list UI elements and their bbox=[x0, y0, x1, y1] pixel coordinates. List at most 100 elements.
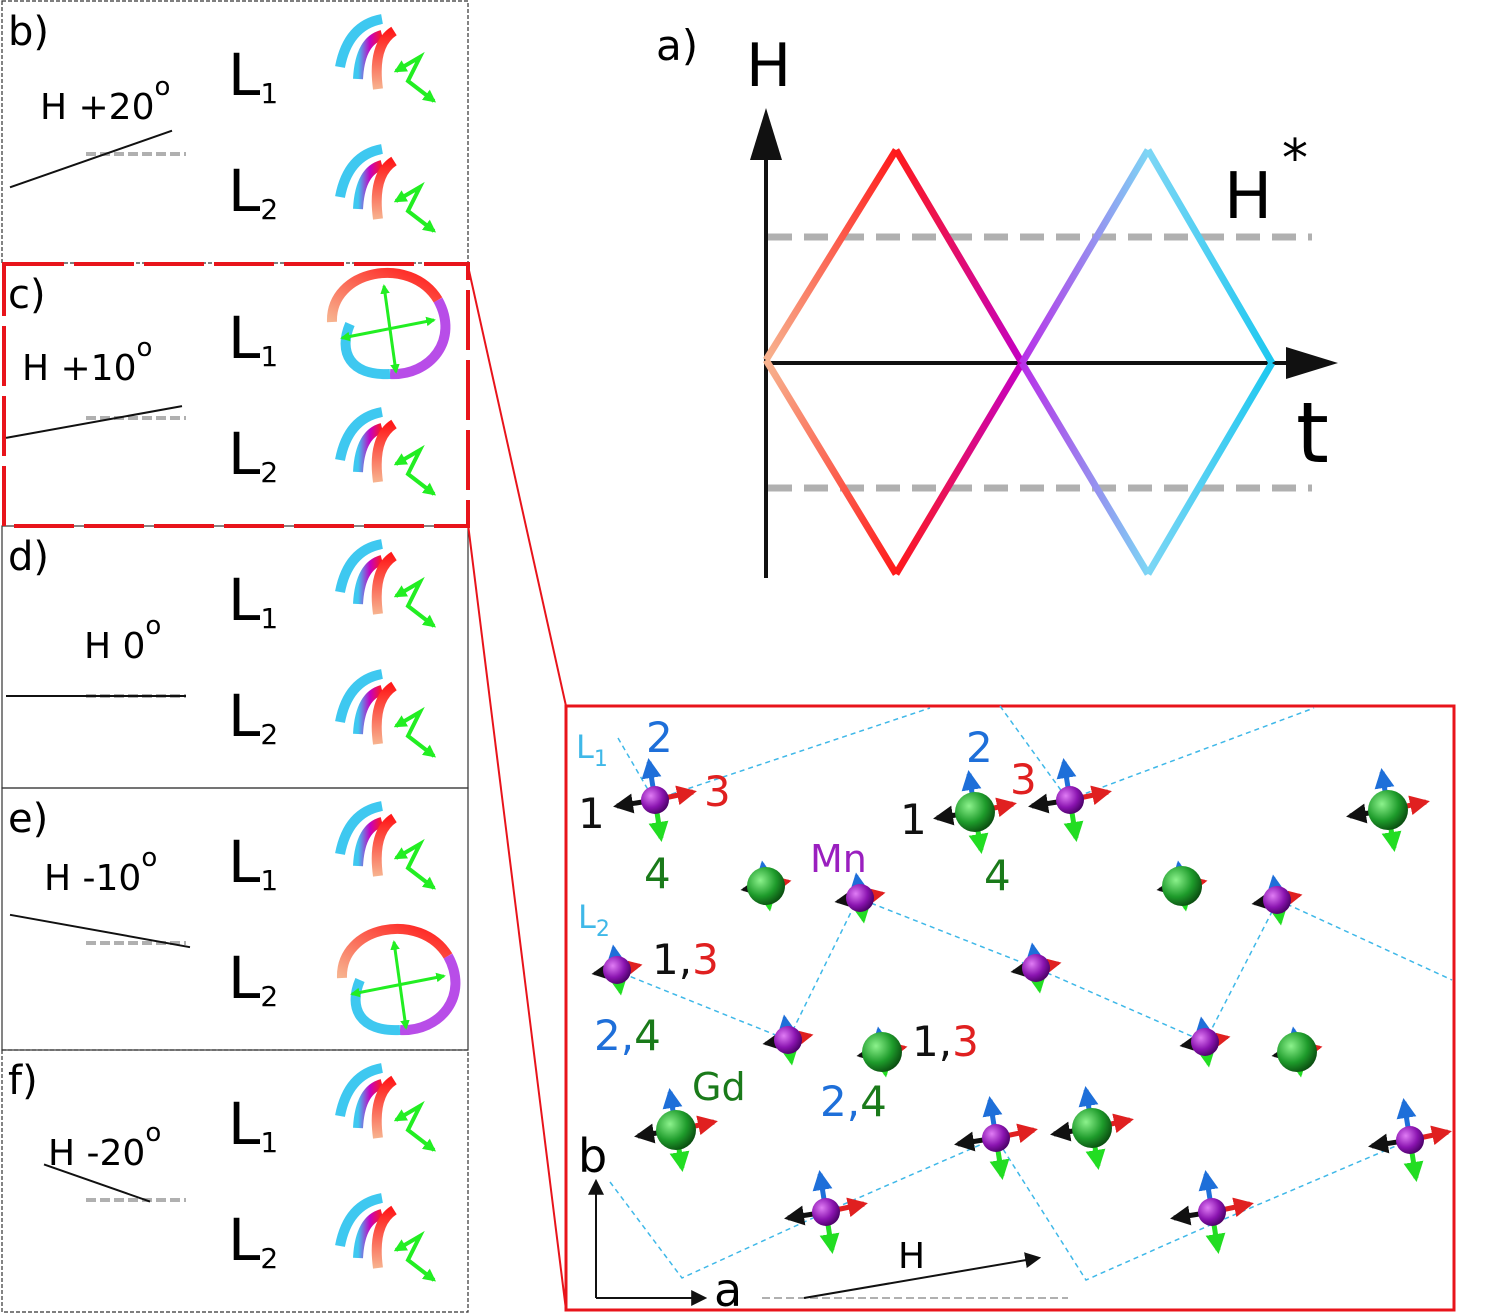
l2-label: L2 bbox=[228, 1206, 278, 1275]
mn-atom bbox=[613, 758, 697, 842]
atom-sphere bbox=[955, 792, 995, 832]
moment-label-1-mid: 1 bbox=[900, 795, 927, 844]
panel-label: b) bbox=[8, 9, 49, 55]
l1-spiral-loop bbox=[326, 267, 451, 380]
atom-sphere bbox=[982, 1124, 1010, 1152]
side-panel-b: b) H +20o L1 L2 bbox=[8, 9, 437, 233]
mn-label: Mn bbox=[810, 837, 867, 881]
moment-label-3-mid: 3 bbox=[1010, 755, 1037, 804]
h-axis-label: H bbox=[746, 31, 791, 101]
spiral-inner-arc bbox=[371, 813, 398, 877]
hysteresis-up-left-2 bbox=[1018, 148, 1152, 365]
threshold-label: H bbox=[1224, 160, 1272, 234]
l2-label: L2 bbox=[228, 682, 278, 751]
spiral-inner-arc bbox=[371, 419, 398, 483]
mn-atom bbox=[1010, 942, 1062, 994]
h-axis-arrowhead bbox=[750, 108, 782, 160]
panel-label: c) bbox=[8, 272, 46, 318]
l1-spiral-fragment bbox=[335, 1063, 437, 1152]
hysteresis-down-right-2 bbox=[1144, 361, 1276, 576]
spiral-inner-arc bbox=[371, 681, 398, 745]
atom-sphere bbox=[774, 1026, 802, 1054]
atom-sphere bbox=[812, 1198, 840, 1226]
loop-right-arc bbox=[399, 953, 461, 1036]
gd-atom bbox=[740, 860, 792, 912]
mn-atom bbox=[1028, 758, 1112, 842]
side-panel-c: c) H +10o L1 L2 bbox=[5, 267, 451, 496]
atoms bbox=[591, 758, 1452, 1254]
l1-spiral-fragment bbox=[335, 539, 437, 628]
spiral-outer-arc bbox=[335, 539, 384, 594]
atom-sphere bbox=[1072, 1108, 1112, 1148]
hysteresis-up-right-1 bbox=[892, 148, 1026, 365]
spiral-outer-arc bbox=[335, 144, 384, 199]
moment-label-4-left: 4 bbox=[644, 849, 671, 898]
loop-upper-arc bbox=[326, 267, 443, 323]
chain-l1-top-b bbox=[999, 705, 1315, 801]
moment-label-1-left: 1 bbox=[578, 789, 605, 838]
spiral-outer-arc bbox=[335, 1193, 384, 1248]
zoom-line-top bbox=[467, 265, 567, 707]
gd-atom bbox=[1346, 768, 1430, 852]
loop-right-arc bbox=[389, 297, 451, 380]
mn-atom bbox=[834, 872, 886, 924]
field-angle-label: H +10o bbox=[22, 333, 152, 389]
spiral-inner-arc bbox=[371, 26, 398, 90]
pair-13-right: 1,3 bbox=[912, 1017, 979, 1066]
panel-label: e) bbox=[8, 796, 48, 842]
mn-atom bbox=[762, 1014, 814, 1066]
moment-zigzag bbox=[393, 576, 437, 628]
moment-zigzag bbox=[393, 181, 437, 233]
atom-sphere bbox=[603, 956, 631, 984]
field-angle-label: H -20o bbox=[48, 1118, 161, 1174]
atom-sphere bbox=[1277, 1032, 1317, 1072]
mn-atom bbox=[1368, 1098, 1452, 1182]
l2-spiral-fragment bbox=[335, 407, 437, 496]
gd-label: Gd bbox=[692, 1065, 746, 1109]
hysteresis-down-right-1 bbox=[892, 361, 1026, 576]
side-panel-d: d) H 0o L1 L2 bbox=[6, 534, 437, 758]
atom-sphere bbox=[1022, 954, 1050, 982]
field-label: H bbox=[898, 1236, 925, 1277]
atom-sphere bbox=[1191, 1028, 1219, 1056]
chain-l1-top bbox=[617, 707, 931, 801]
l1-label: L1 bbox=[228, 41, 278, 110]
moment-zigzag bbox=[393, 706, 437, 758]
l2-spiral-fragment bbox=[335, 669, 437, 758]
mn-atom bbox=[1170, 1170, 1254, 1254]
panel-e-frame bbox=[1, 787, 469, 1051]
loop-upper-arc bbox=[336, 923, 453, 979]
atom-sphere bbox=[862, 1032, 902, 1072]
hysteresis-up-left-1 bbox=[763, 148, 899, 362]
axis-b-label: b bbox=[578, 1129, 607, 1183]
l1-label: L1 bbox=[228, 828, 278, 897]
pair-13-left: 1,3 bbox=[652, 935, 719, 984]
mn-atom bbox=[591, 944, 643, 996]
moment-zigzag bbox=[393, 1100, 437, 1152]
panel-f-frame bbox=[1, 1049, 469, 1313]
spiral-outer-arc bbox=[335, 669, 384, 724]
panel-a: a) H t H * bbox=[656, 21, 1338, 578]
axis-a-label: a bbox=[714, 1263, 742, 1314]
atom-sphere bbox=[1162, 866, 1202, 906]
mn-atom bbox=[1179, 1016, 1231, 1068]
l2-spiral-fragment bbox=[335, 144, 437, 233]
loop-moment-horizontal bbox=[350, 972, 446, 998]
t-axis-arrowhead bbox=[1286, 347, 1338, 379]
side-panel-frames bbox=[1, 0, 567, 1313]
hysteresis-up-right-2 bbox=[1144, 148, 1276, 365]
t-axis-label: t bbox=[1296, 384, 1329, 482]
l2-label: L2 bbox=[578, 898, 610, 942]
atom-sphere bbox=[1396, 1126, 1424, 1154]
loop-moment-horizontal bbox=[340, 316, 436, 342]
atom-sphere bbox=[1263, 886, 1291, 914]
spiral-mid-arc bbox=[353, 685, 384, 735]
spiral-outer-arc bbox=[335, 14, 384, 69]
atom-sphere bbox=[1056, 786, 1084, 814]
spiral-outer-arc bbox=[335, 407, 384, 462]
spiral-mid-arc bbox=[353, 1079, 384, 1129]
l2-spiral-loop bbox=[336, 923, 461, 1036]
gd-atom bbox=[1156, 860, 1208, 912]
spiral-mid-arc bbox=[353, 423, 384, 473]
